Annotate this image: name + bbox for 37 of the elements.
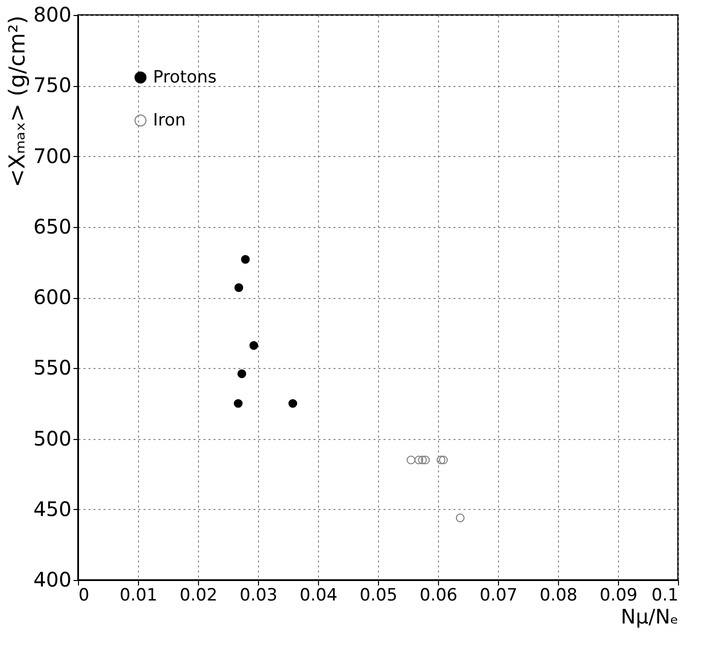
y-axis-title: <Xₘₐₓ> (g/cm²) [5,16,30,188]
point [249,341,258,350]
y-tick-label: 750 [33,73,72,98]
x-axis-title: Nμ/Nₑ [620,604,678,628]
point [414,456,424,464]
y-tick-label: 450 [33,496,72,521]
y-tick-label: 800 [33,2,72,26]
point [241,254,250,264]
x-tick-label: 0.1 [651,586,678,606]
x-tick-label: 0.07 [480,586,518,606]
legend-label: Protons [153,68,217,88]
x-tick-label: 0.06 [420,586,458,606]
y-tick-label: 650 [33,214,72,238]
x-tick-label: 0.02 [180,586,218,606]
point [234,283,244,292]
x-tick-label: 0.03 [240,586,278,606]
legend-label: Iron [153,110,186,130]
point [237,369,246,378]
y-tick-label: 550 [33,356,72,380]
x-tick-label: 0.01 [120,586,158,606]
y-tick-label: 700 [33,144,72,168]
x-tick-label: 0.04 [300,586,338,606]
x-tick-label: 0 [78,586,90,606]
x-tick-label: 0.05 [360,586,398,606]
point [421,456,430,464]
point [406,456,416,464]
point [234,399,243,408]
x-tick-label: 0.08 [540,586,578,606]
point [418,456,427,464]
y-tick-label: 600 [33,285,72,309]
y-tick-label: 500 [33,426,72,450]
point [288,399,298,408]
point [436,456,446,464]
y-tick-label: 400 [33,568,72,592]
x-tick-label: 0.09 [600,586,638,606]
point [456,513,465,522]
point [439,456,448,464]
